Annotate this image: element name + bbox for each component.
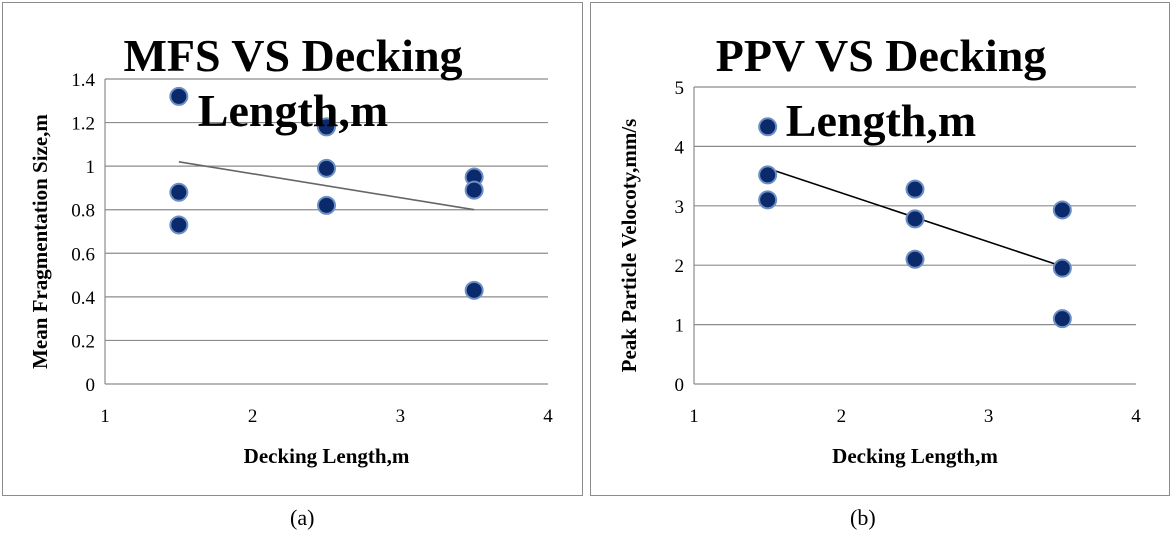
mfs-trendline xyxy=(178,160,475,211)
caption-a: (a) xyxy=(290,505,315,530)
mfs-y-tick-label: 1.4 xyxy=(71,70,95,91)
ppv-data-point xyxy=(1052,258,1072,278)
mfs-y-tick-label: 0.2 xyxy=(71,331,95,352)
mfs-y-tick-label: 1.2 xyxy=(71,114,95,135)
ppv-data-point xyxy=(1052,309,1072,329)
ppv-data-point xyxy=(758,165,778,185)
caption-b: (b) xyxy=(850,505,876,530)
ppv-y-tick-label: 5 xyxy=(675,78,685,99)
ppv-chart-title-line: Length,m xyxy=(786,95,976,146)
ppv-x-tick-label: 1 xyxy=(689,406,699,427)
ppv-y-axis-label: Peak Particle Velocoty,mm/s xyxy=(617,119,641,373)
mfs-chart-title-line: Length,m xyxy=(198,85,388,136)
mfs-y-axis-label: Mean Fragmentation Size,m xyxy=(28,114,52,369)
mfs-x-tick-label: 3 xyxy=(396,406,406,427)
mfs-y-tick-label: 1 xyxy=(86,157,96,178)
mfs-x-axis-label: Decking Length,m xyxy=(244,444,410,468)
mfs-data-point xyxy=(169,86,189,106)
ppv-y-tick-label: 1 xyxy=(675,316,685,337)
mfs-y-tick-label: 0 xyxy=(86,375,96,396)
mfs-data-point xyxy=(317,195,336,215)
mfs-x-tick-label: 4 xyxy=(543,406,553,427)
mfs-data-point xyxy=(464,180,484,200)
ppv-data-point xyxy=(1052,200,1072,220)
mfs-x-tick-label: 1 xyxy=(100,406,110,427)
mfs-data-point xyxy=(317,158,336,178)
chart-panel-ppv: 0 1 2 3 4 5 1 2 3 4 PPV VS Decking Length,m Decking … xyxy=(590,2,1170,496)
ppv-y-tick-label: 3 xyxy=(675,197,685,218)
mfs-data-point xyxy=(317,117,336,137)
mfs-y-tick-label: 0.4 xyxy=(71,288,95,309)
ppv-y-tick-label: 4 xyxy=(675,137,685,158)
ppv-x-axis-label: Decking Length,m xyxy=(832,444,998,468)
mfs-y-tick-label: 0.6 xyxy=(71,244,95,265)
ppv-data-point xyxy=(905,209,925,229)
chart-panel-mfs: 0 0.2 0.4 0.6 0.8 1 1.2 1.4 1 2 3 4 MFS VS Decking Le… xyxy=(2,2,583,496)
mfs-y-tick-label: 0.8 xyxy=(71,201,95,222)
mfs-data-point xyxy=(169,182,189,202)
ppv-data-point xyxy=(905,249,925,269)
ppv-y-tick-label: 0 xyxy=(675,375,685,396)
mfs-x-tick-label: 2 xyxy=(248,406,258,427)
ppv-y-tick-label: 2 xyxy=(675,256,685,277)
mfs-scatter-chart: 0 0.2 0.4 0.6 0.8 1 1.2 1.4 1 2 3 4 MFS VS DeckingLe… xyxy=(28,30,553,468)
ppv-data-point xyxy=(905,179,925,199)
ppv-chart-title-line: PPV VS Decking xyxy=(716,30,1047,81)
ppv-x-tick-label: 3 xyxy=(984,406,994,427)
mfs-chart-title-line: MFS VS Decking xyxy=(123,30,462,81)
mfs-data-point xyxy=(464,280,484,300)
ppv-x-tick-label: 4 xyxy=(1131,406,1141,427)
ppv-data-point xyxy=(758,117,778,137)
ppv-data-point xyxy=(758,190,778,210)
ppv-x-tick-label: 2 xyxy=(837,406,847,427)
mfs-data-point xyxy=(169,215,189,235)
